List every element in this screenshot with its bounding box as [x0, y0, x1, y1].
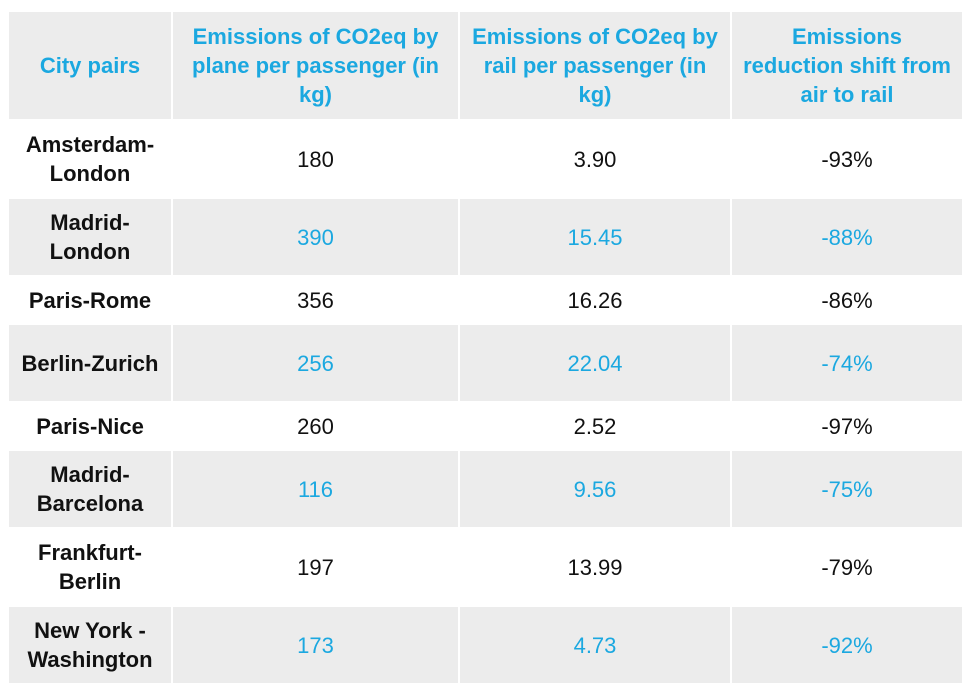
plane-cell: 197: [172, 528, 460, 606]
rail-cell: 16.26: [459, 276, 732, 324]
rail-cell: 15.45: [459, 198, 732, 276]
city-pair-cell: Berlin-Zurich: [9, 324, 173, 402]
city-pair-cell: Frankfurt-Berlin: [9, 528, 173, 606]
reduction-cell: -74%: [731, 324, 962, 402]
plane-cell: 116: [172, 450, 460, 528]
plane-cell: 390: [172, 198, 460, 276]
rail-cell: 2.52: [459, 402, 732, 450]
city-pair-cell: Paris-Nice: [9, 402, 173, 450]
reduction-cell: -79%: [731, 528, 962, 606]
plane-cell: 256: [172, 324, 460, 402]
table-row: Amsterdam-London 180 3.90 -93%: [9, 120, 962, 198]
emissions-table: City pairs Emissions of CO2eq by plane p…: [9, 12, 962, 685]
plane-cell: 356: [172, 276, 460, 324]
rail-cell: 13.99: [459, 528, 732, 606]
header-rail-emissions: Emissions of CO2eq by rail per passenger…: [459, 12, 732, 121]
rail-cell: 3.90: [459, 120, 732, 198]
table-row: Frankfurt-Berlin 197 13.99 -79%: [9, 528, 962, 606]
header-row: City pairs Emissions of CO2eq by plane p…: [9, 12, 962, 121]
city-pair-cell: Paris-Rome: [9, 276, 173, 324]
plane-cell: 260: [172, 402, 460, 450]
rail-cell: 9.56: [459, 450, 732, 528]
header-reduction: Emissions reduction shift from air to ra…: [731, 12, 962, 121]
reduction-cell: -75%: [731, 450, 962, 528]
header-plane-emissions: Emissions of CO2eq by plane per passenge…: [172, 12, 460, 121]
reduction-cell: -88%: [731, 198, 962, 276]
reduction-cell: -93%: [731, 120, 962, 198]
plane-cell: 173: [172, 606, 460, 684]
table-row: Paris-Rome 356 16.26 -86%: [9, 276, 962, 324]
table-row: Paris-Nice 260 2.52 -97%: [9, 402, 962, 450]
table-row: Berlin-Zurich 256 22.04 -74%: [9, 324, 962, 402]
reduction-cell: -97%: [731, 402, 962, 450]
city-pair-cell: Amsterdam-London: [9, 120, 173, 198]
rail-cell: 4.73: [459, 606, 732, 684]
city-pair-cell: New York - Washington: [9, 606, 173, 684]
table-row: Madrid-London 390 15.45 -88%: [9, 198, 962, 276]
table-row: New York - Washington 173 4.73 -92%: [9, 606, 962, 684]
header-city-pairs: City pairs: [9, 12, 173, 121]
city-pair-cell: Madrid-London: [9, 198, 173, 276]
city-pair-cell: Madrid-Barcelona: [9, 450, 173, 528]
plane-cell: 180: [172, 120, 460, 198]
reduction-cell: -86%: [731, 276, 962, 324]
rail-cell: 22.04: [459, 324, 732, 402]
reduction-cell: -92%: [731, 606, 962, 684]
table-row: Madrid-Barcelona 116 9.56 -75%: [9, 450, 962, 528]
